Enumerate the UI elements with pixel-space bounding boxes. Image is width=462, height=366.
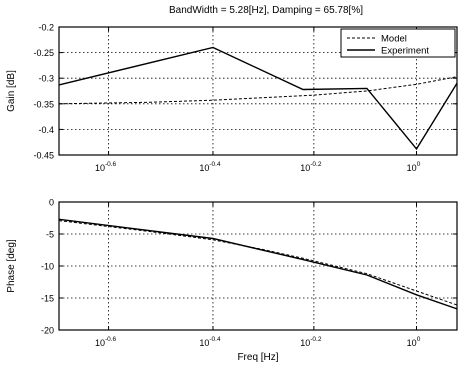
gain-y-tick-label: -0.4	[38, 125, 54, 135]
phase-x-tick-label: 10-0.4	[199, 336, 221, 348]
legend-label-experiment: Experiment	[381, 46, 429, 57]
gain-x-tick-label: 100	[407, 161, 421, 173]
tick-base: 10	[199, 163, 209, 173]
phase-x-tick-label: 10-0.2	[300, 336, 322, 348]
phase-series-experiment	[58, 218, 458, 310]
gain-series-model	[58, 76, 458, 105]
phase-y-tick-label: 0	[49, 198, 54, 208]
phase-y-tick-label: -20	[41, 326, 54, 336]
tick-exponent: -0.6	[105, 161, 117, 168]
phase-y-tick-label: -10	[41, 262, 54, 272]
phase-y-axis-label: Phase [deg]	[6, 239, 17, 293]
tick-base: 10	[407, 338, 417, 348]
phase-x-tick-label: 10-0.6	[95, 336, 117, 348]
gain-x-tick-label: 10-0.2	[300, 161, 322, 173]
gain-y-axis-label: Gain [dB]	[6, 70, 17, 112]
gain-axes-frame	[58, 26, 458, 156]
gain-y-tick-label: -0.45	[33, 151, 54, 161]
tick-exponent: 0	[417, 336, 421, 343]
phase-series-model	[58, 220, 458, 306]
gain-panel: 10-0.6 10-0.4 10-0.2 100-0.45-0.4-0.35-0.3-…	[6, 5, 458, 173]
phase-x-tick-label: 100	[407, 336, 421, 348]
legend-label-model: Model	[381, 34, 407, 45]
gain-y-tick-label: -0.2	[38, 23, 54, 33]
gain-x-tick-label: 10-0.4	[199, 161, 221, 173]
tick-exponent: -0.2	[310, 336, 322, 343]
tick-exponent: -0.4	[209, 336, 221, 343]
tick-exponent: -0.6	[105, 336, 117, 343]
tick-exponent: 0	[417, 161, 421, 168]
gain-series-experiment	[58, 46, 458, 151]
phase-x-axis-label: Freq [Hz]	[237, 352, 278, 363]
phase-plot-area	[59, 202, 457, 330]
gain-y-tick-label: -0.25	[33, 48, 54, 58]
phase-y-tick-label: -5	[46, 230, 54, 240]
chart-title: BandWidth = 5.28[Hz], Damping = 65.78[%]	[169, 5, 363, 16]
gain-x-tick-label: 10-0.6	[95, 161, 117, 173]
tick-base: 10	[407, 163, 417, 173]
phase-axes-frame	[58, 201, 458, 331]
tick-base: 10	[300, 338, 310, 348]
tick-base: 10	[95, 163, 105, 173]
tick-base: 10	[199, 338, 209, 348]
gain-y-tick-label: -0.3	[38, 74, 54, 84]
tick-exponent: -0.2	[310, 161, 322, 168]
phase-y-tick-label: -15	[41, 294, 54, 304]
tick-base: 10	[300, 163, 310, 173]
tick-exponent: -0.4	[209, 161, 221, 168]
legend-box	[340, 28, 456, 58]
tick-base: 10	[95, 338, 105, 348]
gain-y-tick-label: -0.35	[33, 99, 54, 109]
